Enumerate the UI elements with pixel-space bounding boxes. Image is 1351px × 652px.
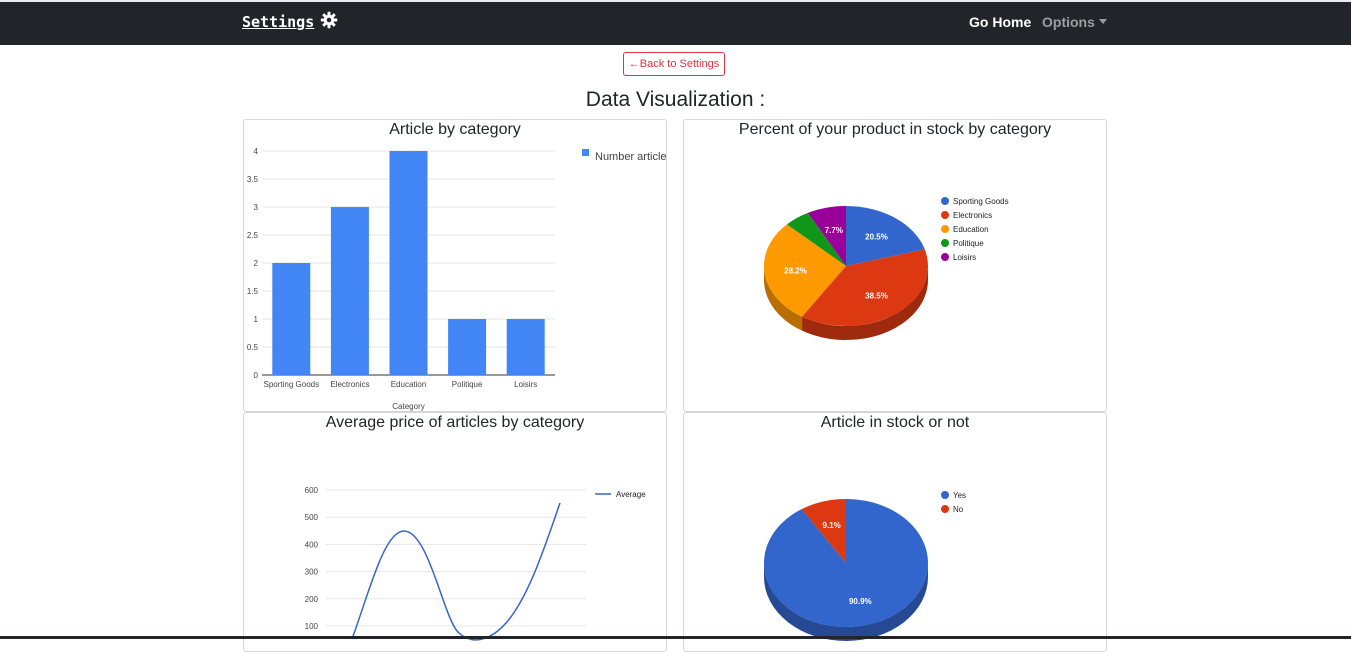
y-tick-label: 3: [254, 203, 259, 212]
x-tick-label: Loisirs: [514, 380, 537, 389]
pie-slice: [801, 499, 846, 563]
stock-pie-title: Article in stock or not: [820, 414, 970, 431]
legend-swatch: [941, 253, 949, 261]
pie-value-label: 9.1%: [823, 521, 841, 530]
brand-label: Settings: [242, 13, 315, 31]
bar-chart: 0 0.5 1 1.5 2 2.5 3 3.5 4 Sporting Goods Electroni…: [247, 147, 667, 411]
y-tick-label: 3.5: [247, 175, 259, 184]
navbar-edge: [0, 0, 1351, 2]
bar: [389, 151, 428, 375]
y-tick-label: 1: [254, 315, 259, 324]
pie-slice-side: [764, 563, 928, 641]
bar: [506, 319, 545, 375]
navbar: Settings Go Home Options: [0, 0, 1351, 45]
settings-brand-link[interactable]: Settings: [242, 11, 338, 33]
options-label: Options: [1042, 14, 1095, 30]
pie-slice: [786, 212, 846, 266]
legend-swatch: [941, 505, 949, 513]
pie-slice: [764, 224, 846, 317]
legend-label: Politique: [953, 239, 984, 248]
line-chart-card: Average price of articles by category 10…: [243, 412, 667, 652]
pie-value-label: 90.9%: [849, 597, 872, 606]
bar-chart-title: Article by category: [389, 121, 521, 138]
y-tick-label: 400: [305, 540, 319, 549]
y-tick-label: 600: [305, 486, 319, 495]
pie-slice-side: [764, 266, 803, 331]
y-tick-label: 2.5: [247, 231, 259, 240]
y-tick-label: 2: [254, 259, 259, 268]
average-line: [351, 502, 561, 641]
legend-label: Yes: [953, 491, 966, 500]
x-tick-label: Sporting Goods: [264, 380, 320, 389]
options-dropdown[interactable]: Options: [1042, 14, 1107, 30]
x-tick-label: Education: [391, 380, 427, 389]
y-tick-label: 1.5: [247, 287, 259, 296]
pie-value-label: 38.5%: [865, 292, 888, 301]
y-tick-label: 200: [305, 595, 319, 604]
bar: [448, 319, 487, 375]
line-chart-title: Average price of articles by category: [325, 414, 585, 431]
y-tick-label: 100: [305, 622, 319, 631]
page-title: Data Visualization :: [585, 88, 766, 111]
pie-slice: [807, 206, 846, 266]
pie-value-label: 20.5%: [865, 232, 888, 241]
pie-chart: 20.5% 38.5% 28.2% 7.7% Sporting Goods Electro…: [764, 197, 1009, 340]
bar-chart-card: Article by category 0 0.5 1 1.5 2 2.5 3 3.5 4 Spo…: [243, 119, 667, 412]
line-chart: 100 200 300 400 500 600 Average: [305, 486, 646, 641]
stock-pie-card: Article in stock or not 90.9% 9.1% Yes No: [683, 412, 1107, 652]
y-tick-label: 4: [254, 147, 259, 156]
pie-chart-title: Percent of your product in stock by cate…: [738, 121, 1052, 138]
y-tick-label: 300: [305, 568, 319, 577]
legend-label: Average: [616, 490, 646, 499]
legend-label: No: [953, 505, 964, 514]
pie-slice: [802, 249, 928, 326]
legend-swatch: [941, 211, 949, 219]
legend-label: Loisirs: [953, 253, 976, 262]
x-tick-label: Electronics: [330, 380, 369, 389]
y-tick-label: 500: [305, 513, 319, 522]
y-tick-label: 0: [254, 371, 259, 380]
x-tick-label: Politique: [452, 380, 483, 389]
pie-value-label: 7.7%: [825, 226, 843, 235]
bar: [272, 263, 311, 375]
legend-swatch: [941, 197, 949, 205]
gear-icon: [320, 11, 338, 33]
legend-swatch: [941, 225, 949, 233]
x-axis-label: Category: [392, 402, 424, 411]
pie-slice: [846, 206, 925, 266]
legend-swatch: [582, 149, 589, 156]
bottom-edge: [0, 636, 1351, 639]
legend-label: Sporting Goods: [953, 197, 1009, 206]
pie-value-label: 28.2%: [784, 266, 807, 275]
y-tick-label: 0.5: [247, 343, 259, 352]
caret-down-icon: [1098, 18, 1107, 24]
bar: [330, 207, 369, 375]
legend-label: Electronics: [953, 211, 992, 220]
pie-slice-side: [802, 266, 928, 340]
legend-label: Number article: [595, 151, 667, 163]
back-to-settings-button[interactable]: ←Back to Settings: [623, 52, 725, 76]
stock-pie-chart: 90.9% 9.1% Yes No: [764, 491, 966, 641]
go-home-link[interactable]: Go Home: [969, 14, 1032, 30]
legend-swatch: [941, 491, 949, 499]
pie-chart-card: Percent of your product in stock by cate…: [683, 119, 1107, 412]
legend-swatch: [941, 239, 949, 247]
legend-label: Education: [953, 225, 989, 234]
